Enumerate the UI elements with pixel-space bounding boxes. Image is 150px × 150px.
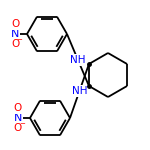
Text: NH: NH xyxy=(70,55,86,65)
Text: −: − xyxy=(16,37,22,43)
Text: O: O xyxy=(14,123,22,133)
Text: NH: NH xyxy=(72,86,87,96)
Text: O: O xyxy=(14,103,22,113)
Text: −: − xyxy=(20,121,26,127)
Text: O: O xyxy=(11,39,19,49)
Text: O: O xyxy=(11,19,19,29)
Text: N: N xyxy=(11,29,19,39)
Text: N: N xyxy=(14,113,22,123)
